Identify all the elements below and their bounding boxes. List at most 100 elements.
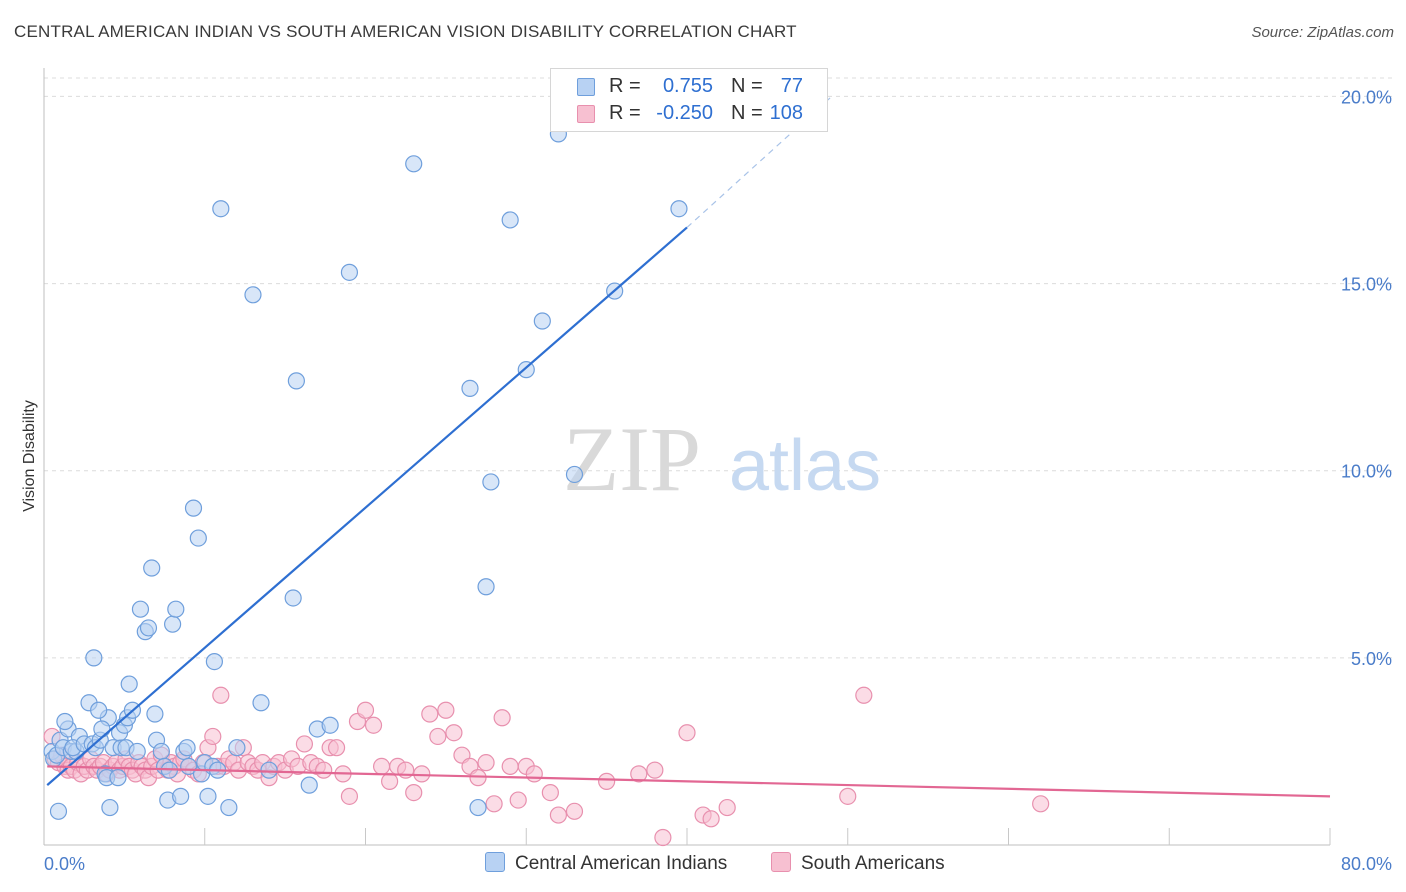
legend-swatch-pink <box>577 105 595 123</box>
legend-swatch-blue <box>485 852 505 872</box>
trend-line-central-american-indians <box>46 226 688 786</box>
south-americans-point <box>702 810 720 828</box>
central-american-indians-point <box>300 776 318 794</box>
south-americans-point <box>204 727 222 746</box>
central-american-indians-point <box>184 499 203 517</box>
central-american-indians-point <box>321 716 339 734</box>
central-american-indians-point <box>139 619 158 637</box>
south-americans-point <box>485 795 503 813</box>
r-label: R = <box>609 102 641 124</box>
watermark-zip: ZIP <box>563 408 701 510</box>
trend-lines <box>46 95 1331 798</box>
south-americans-point <box>501 757 519 776</box>
legend-item-central-american-indians: Central American Indians <box>485 852 727 875</box>
south-americans-point <box>509 791 527 809</box>
south-americans-point <box>541 783 559 802</box>
south-americans-point <box>1032 795 1050 813</box>
central-american-indians-point <box>212 200 230 218</box>
central-american-indians-point <box>284 589 302 607</box>
legend-item-south-americans: South Americans <box>771 852 945 875</box>
south-americans-point <box>413 765 431 783</box>
central-american-indians-point <box>143 559 161 577</box>
central-american-indians-point <box>56 712 74 731</box>
central-american-indians-point <box>109 769 127 787</box>
central-american-indians-point <box>244 286 262 304</box>
south-americans-point <box>315 761 333 779</box>
chart-title: CENTRAL AMERICAN INDIAN VS SOUTH AMERICA… <box>14 22 797 41</box>
south-americans-point <box>630 765 648 783</box>
south-americans-point <box>646 761 664 779</box>
r-value: 0.755 <box>662 75 713 97</box>
south-americans-point <box>437 701 455 719</box>
watermark: ZIP atlas <box>563 408 881 510</box>
legend-swatch-blue <box>577 78 595 96</box>
n-value: 77 <box>780 75 803 97</box>
central-american-indians-point <box>199 787 217 805</box>
n-label: N = <box>731 75 763 97</box>
south-americans-point <box>565 802 584 820</box>
central-american-indians-point <box>287 372 305 390</box>
central-american-indians-point <box>189 529 207 547</box>
south-americans-point <box>549 806 568 824</box>
n-value: 108 <box>769 102 803 124</box>
central-american-indians-point <box>565 465 584 484</box>
central-american-indians-point <box>152 742 170 761</box>
south-americans-point <box>654 828 672 847</box>
x-tick-marks <box>204 828 1331 845</box>
south-americans-point <box>678 724 696 742</box>
legend-label-blue: Central American Indians <box>515 853 728 874</box>
central-american-indians-point <box>228 739 246 757</box>
central-american-indians-point <box>340 263 359 281</box>
legend-swatch-pink <box>771 852 791 872</box>
central-american-indians-point <box>93 720 111 738</box>
y-tick-label: 10.0% <box>1341 462 1392 482</box>
central-american-indians-point <box>205 652 223 671</box>
south-americans-point <box>364 716 383 734</box>
south-americans-point <box>839 787 857 805</box>
central-american-indians-point <box>128 742 146 761</box>
central-american-indians-point <box>220 798 238 817</box>
central-american-indians-point <box>252 694 270 712</box>
central-american-indians-point <box>172 787 190 805</box>
central-american-indians-point <box>670 200 688 218</box>
south-americans-point <box>525 765 543 783</box>
central-american-indians-point <box>120 675 138 693</box>
central-american-indians-point <box>49 802 68 820</box>
south-americans-point <box>212 686 230 704</box>
r-label: R = <box>609 75 641 97</box>
stats-legend-row-pink: R = -0.250 N = 108 <box>551 101 827 127</box>
n-label: N = <box>731 102 763 124</box>
central-american-indians-point <box>167 600 185 618</box>
south-americans-point <box>598 772 616 790</box>
central-american-indians-point <box>260 761 278 779</box>
y-tick-label: 20.0% <box>1341 87 1392 107</box>
central-american-indians-point <box>131 600 150 618</box>
x-tick-label-min: 0.0% <box>44 854 85 874</box>
south-americans-point <box>372 757 391 776</box>
central-american-indians-point <box>482 473 500 491</box>
central-american-indians-point <box>85 649 103 667</box>
south-americans-point <box>327 739 346 757</box>
watermark-atlas: atlas <box>729 426 881 506</box>
south-americans-point <box>295 735 314 753</box>
south-americans-point <box>405 783 423 802</box>
central-american-indians-point <box>477 578 495 596</box>
central-american-indians-point <box>517 361 535 379</box>
stats-legend: R = 0.755 N = 77 R = -0.250 N = 108 <box>550 68 828 132</box>
south-americans-point <box>356 701 375 719</box>
trend-line-south-americans <box>47 765 1331 798</box>
central-american-indians-point <box>146 705 164 723</box>
legend-label-pink: South Americans <box>801 853 945 874</box>
central-american-indians-points <box>43 125 688 820</box>
central-american-indians-point <box>164 615 182 633</box>
central-american-indians-point <box>405 155 423 173</box>
central-american-indians-point <box>101 798 119 817</box>
south-americans-point <box>340 787 359 805</box>
y-tick-labels: 5.0% 10.0% 15.0% 20.0% <box>1341 87 1392 668</box>
x-tick-label-max: 80.0% <box>1341 854 1392 874</box>
y-axis-label: Vision Disability <box>21 400 38 512</box>
central-american-indians-point <box>178 739 196 757</box>
south-americans-point <box>855 686 873 704</box>
